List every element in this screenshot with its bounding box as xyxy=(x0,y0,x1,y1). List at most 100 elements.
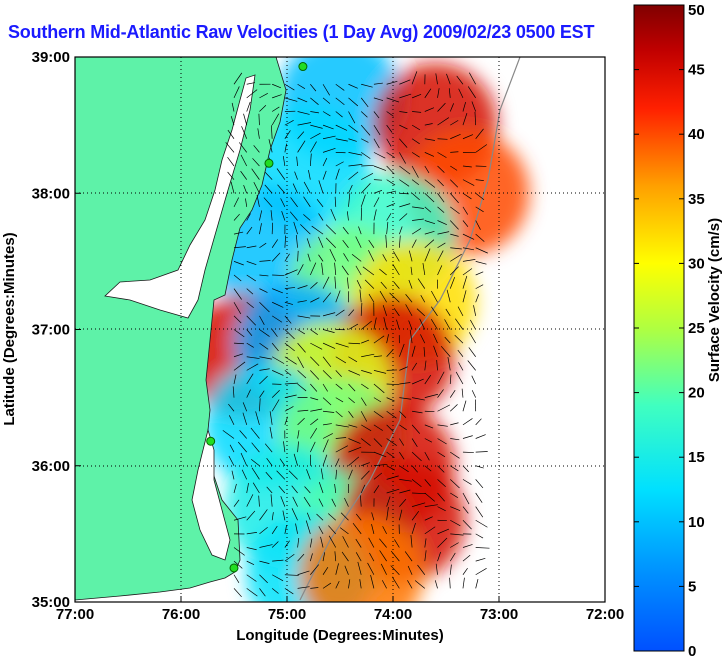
velocity-arrow xyxy=(457,349,464,357)
velocity-arrow xyxy=(360,470,370,480)
velocity-arrow xyxy=(373,397,382,403)
velocity-arrow xyxy=(361,383,369,390)
velocity-arrow xyxy=(437,206,445,213)
velocity-arrow xyxy=(449,564,452,575)
velocity-arrow xyxy=(369,552,375,562)
y-axis-ticks: 35:00 36:00 37:00 38:00 39:00 xyxy=(32,49,81,611)
velocity-arrow xyxy=(335,161,344,167)
velocity-arrow xyxy=(269,411,273,425)
velocity-arrow xyxy=(356,280,362,289)
velocity-arrow xyxy=(318,213,324,221)
velocity-arrow xyxy=(297,315,311,319)
velocity-arrow xyxy=(379,268,387,276)
velocity-arrow xyxy=(360,194,366,207)
velocity-arrow xyxy=(297,329,306,335)
velocity-arrow xyxy=(450,479,460,489)
velocity-arrow xyxy=(399,382,411,385)
velocity-arrow xyxy=(322,157,328,167)
velocity-arrow xyxy=(241,126,248,139)
velocity-arrow xyxy=(335,370,342,377)
velocity-arrow xyxy=(297,250,299,262)
velocity-arrow xyxy=(310,84,317,92)
velocity-arrow xyxy=(399,203,411,208)
velocity-arrow xyxy=(373,111,380,119)
velocity-arrow xyxy=(450,253,462,262)
velocity-arrow xyxy=(379,538,387,548)
velocity-arrow xyxy=(416,308,426,317)
velocity-arrow xyxy=(391,576,400,589)
velocity-arrow xyxy=(462,435,473,439)
velocity-arrow xyxy=(259,398,261,412)
velocity-arrow xyxy=(310,262,317,276)
velocity-arrow xyxy=(409,329,413,344)
velocity-arrow xyxy=(310,564,320,575)
velocity-arrow xyxy=(449,266,459,276)
velocity-arrow xyxy=(390,550,400,562)
velocity-arrow xyxy=(386,424,394,432)
velocity-arrow xyxy=(475,233,485,242)
velocity-arrow xyxy=(284,120,294,126)
station-marker xyxy=(264,158,274,168)
velocity-arrow xyxy=(424,152,435,157)
velocity-arrow xyxy=(271,252,281,262)
velocity-arrow xyxy=(329,249,337,262)
velocity-arrow xyxy=(411,451,422,462)
velocity-arrow xyxy=(373,82,383,85)
velocity-arrow xyxy=(264,184,273,194)
velocity-arrow xyxy=(462,233,475,240)
velocity-arrow xyxy=(233,246,246,249)
velocity-arrow xyxy=(386,506,389,521)
velocity-arrow xyxy=(233,213,240,221)
velocity-arrow xyxy=(294,171,298,180)
velocity-arrow xyxy=(412,206,424,209)
velocity-arrow xyxy=(272,288,283,294)
velocity-arrow xyxy=(450,438,460,441)
velocity-arrow xyxy=(373,335,385,344)
velocity-arrow xyxy=(282,155,286,167)
velocity-arrow xyxy=(424,424,434,429)
velocity-arrow xyxy=(335,563,339,575)
velocity-arrow xyxy=(297,97,308,103)
velocity-arrow xyxy=(355,265,362,276)
velocity-arrow xyxy=(232,386,235,398)
velocity-arrow xyxy=(458,362,464,371)
velocity-arrow xyxy=(306,238,311,248)
velocity-arrow xyxy=(322,342,336,349)
velocity-arrow xyxy=(450,247,462,250)
velocity-arrow xyxy=(437,424,448,427)
velocity-arrow xyxy=(411,152,420,158)
velocity-arrow xyxy=(246,494,254,507)
velocity-arrow xyxy=(251,467,260,480)
velocity-arrow xyxy=(449,276,456,289)
velocity-arrow xyxy=(373,197,380,208)
velocity-arrow xyxy=(462,179,475,186)
velocity-arrow xyxy=(361,165,374,167)
velocity-arrow xyxy=(259,105,267,112)
velocity-arrow xyxy=(228,455,235,466)
velocity-arrow xyxy=(437,404,451,412)
velocity-arrow xyxy=(360,302,363,316)
velocity-arrow xyxy=(361,152,371,159)
velocity-cell xyxy=(299,512,424,602)
velocity-arrow xyxy=(424,393,439,398)
velocity-arrow xyxy=(233,374,237,385)
velocity-arrow xyxy=(297,441,299,453)
velocity-arrow xyxy=(430,319,438,330)
velocity-arrow xyxy=(242,402,248,412)
velocity-arrow xyxy=(310,329,318,335)
velocity-arrow xyxy=(325,224,337,235)
colorbar-tick-label: 25 xyxy=(688,320,705,337)
velocity-arrow xyxy=(237,441,247,453)
velocity-arrow xyxy=(297,586,310,589)
velocity-arrow xyxy=(271,113,280,126)
velocity-arrow xyxy=(341,265,349,276)
velocity-arrow xyxy=(271,525,278,535)
velocity-arrow xyxy=(348,164,363,167)
velocity-arrow xyxy=(296,156,298,167)
grid xyxy=(75,57,605,602)
velocity-arrow xyxy=(411,378,424,385)
velocity-arrow xyxy=(475,294,480,303)
velocity-arrow xyxy=(335,83,345,91)
velocity-arrow xyxy=(435,73,438,85)
velocity-arrow xyxy=(399,138,408,148)
